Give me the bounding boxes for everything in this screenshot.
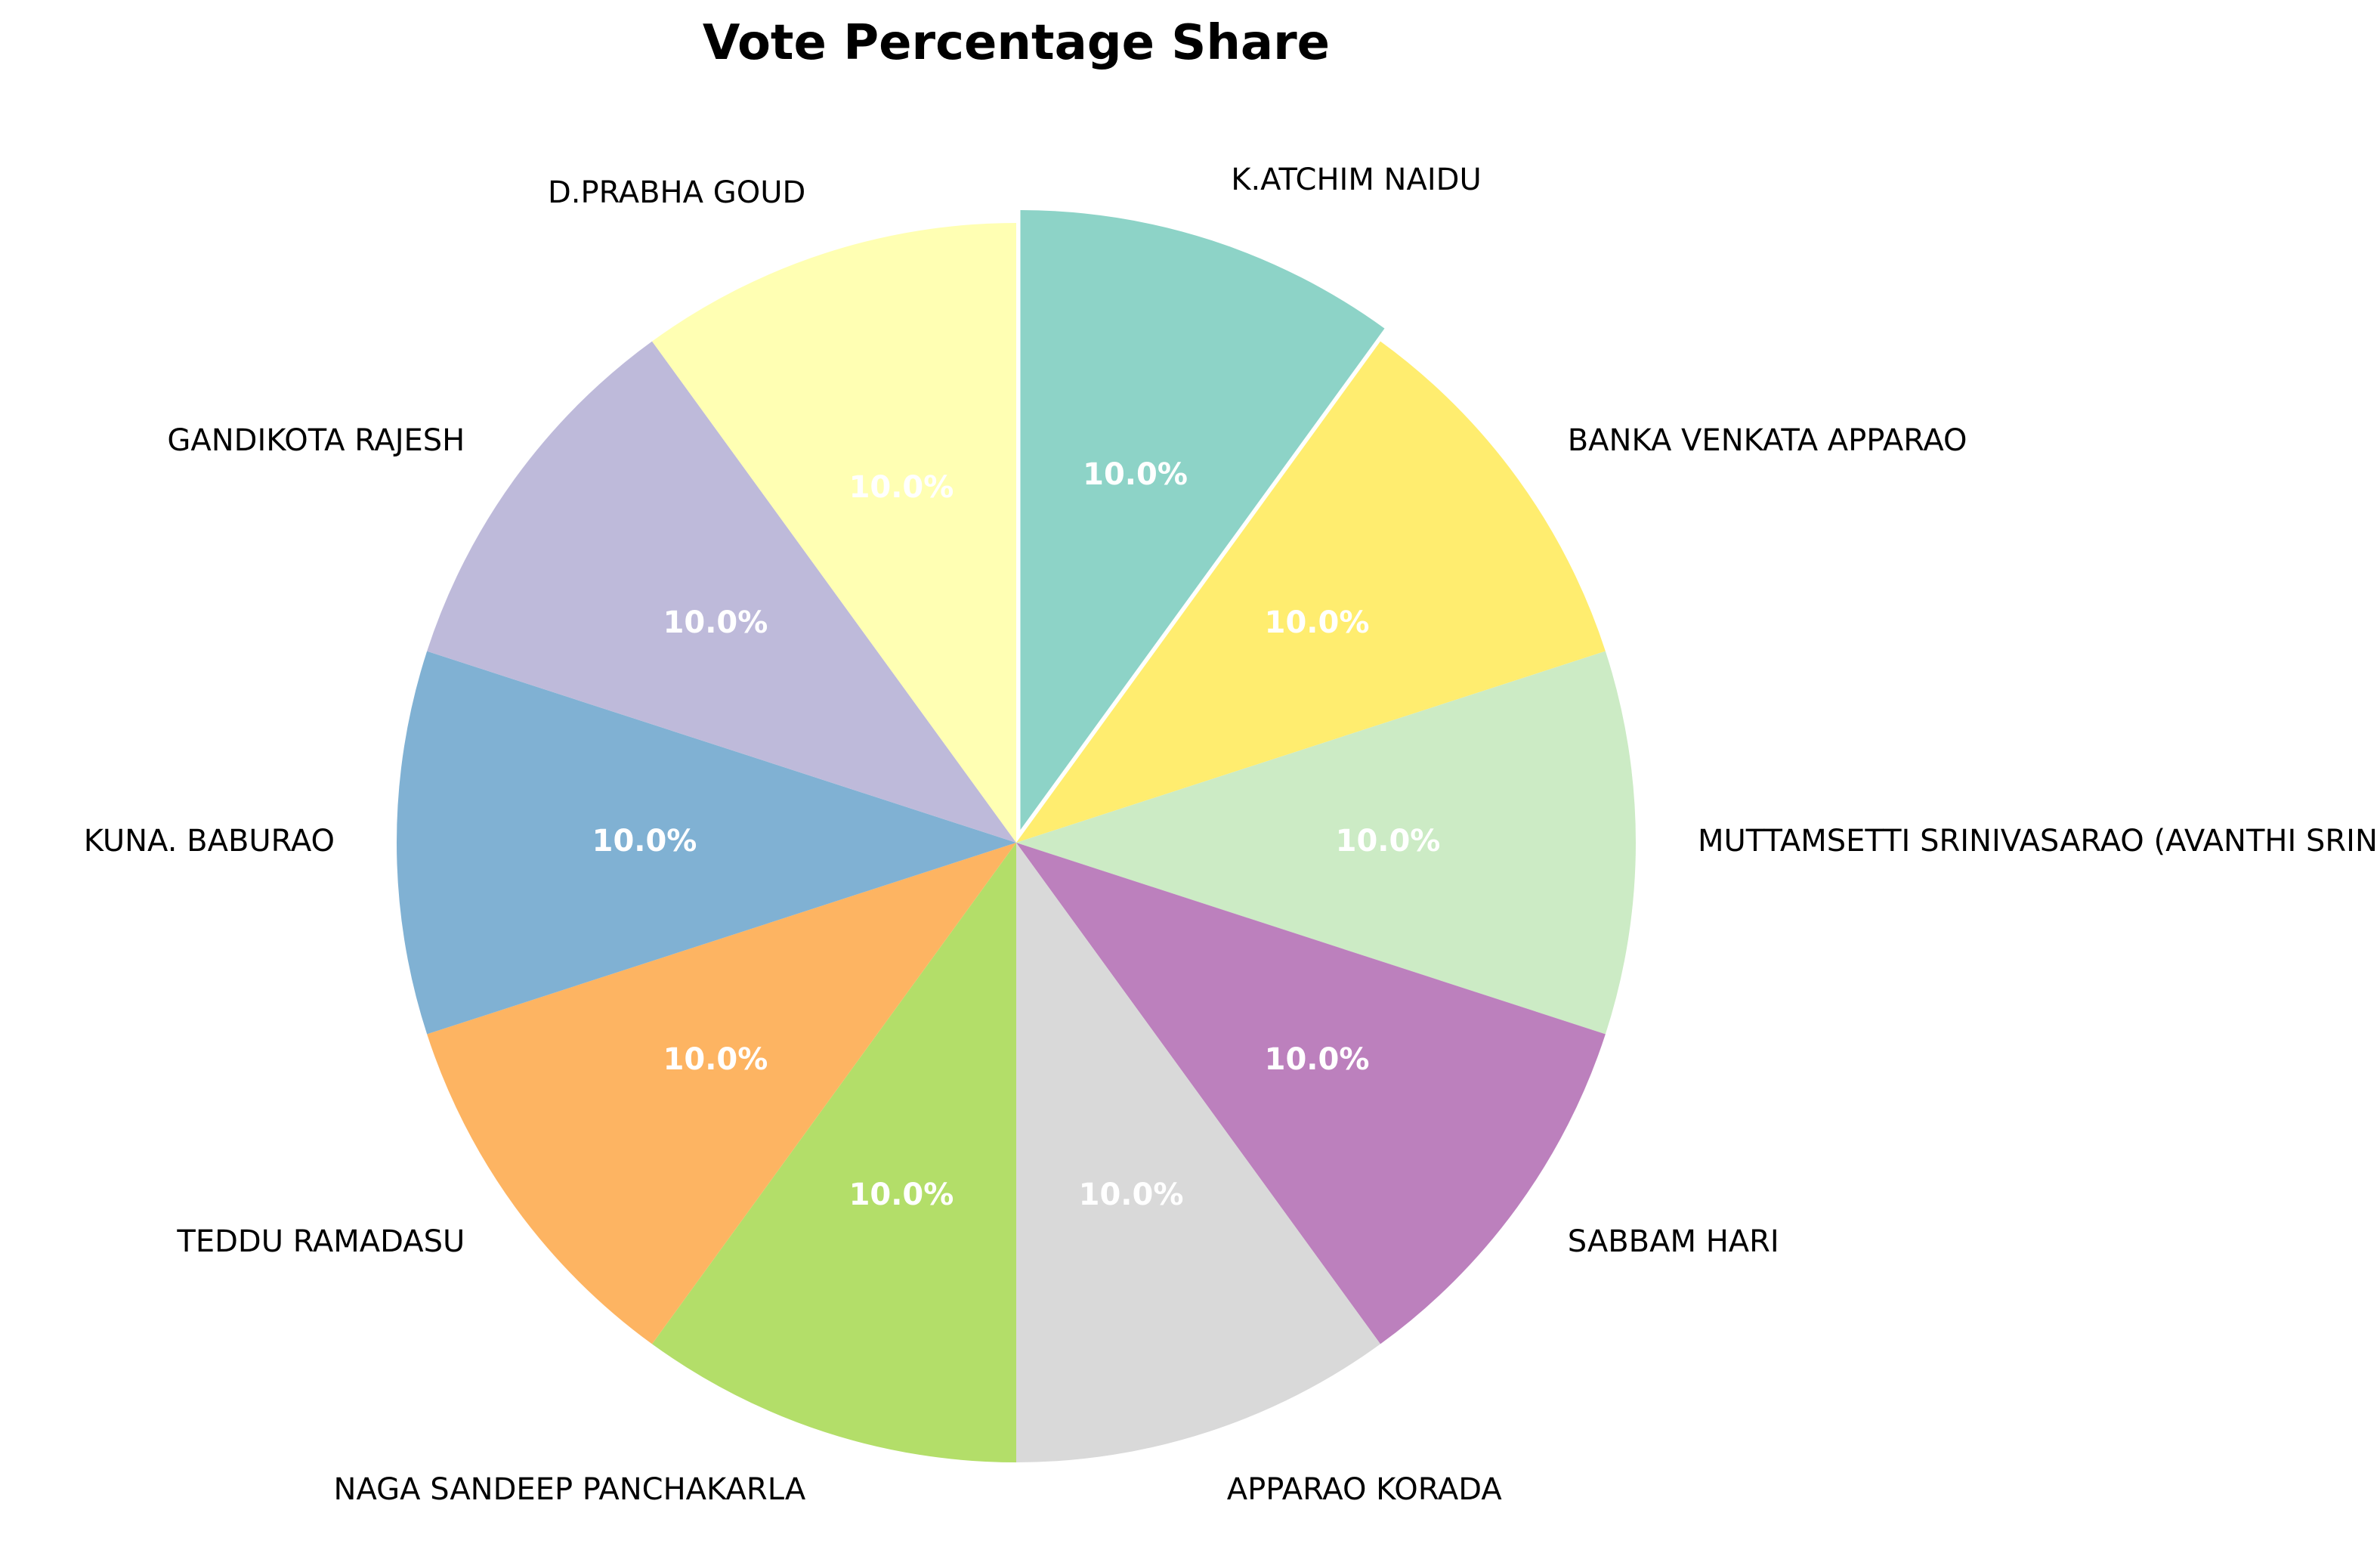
- slice-label-banka-venkata-apparao: BANKA VENKATA APPARAO: [1568, 423, 1967, 458]
- slice-label-kuna-baburao: KUNA. BABURAO: [84, 824, 335, 859]
- slice-labels: K.ATCHIM NAIDU BANKA VENKATA APPARAO MUTTA…: [84, 162, 2380, 1507]
- pct-label-k-atchim-naidu: 10.0%: [1083, 457, 1188, 492]
- pie-slice-apparao-korada: [1016, 843, 1380, 1462]
- slice-label-k-atchim-naidu: K.ATCHIM NAIDU: [1231, 162, 1481, 197]
- pie-slice-teddu-ramadasu: [427, 843, 1016, 1344]
- pct-label-sabbam-hari: 10.0%: [1265, 1042, 1370, 1077]
- slice-label-d-prabha-goud: D.PRABHA GOUD: [548, 175, 805, 210]
- slice-label-muttamsetti-srinivasarao-avanthi-srinivas: MUTTAMSETTI SRINIVASARAO (AVANTHI SRINIV…: [1698, 824, 2380, 859]
- pct-label-d-prabha-goud: 10.0%: [849, 470, 954, 505]
- pie-slice-naga-sandeep-panchakarla: [652, 843, 1016, 1462]
- chart-title: Vote Percentage Share: [703, 15, 1330, 71]
- pct-label-gandikota-rajesh: 10.0%: [663, 605, 768, 640]
- pie-slice-k-atchim-naidu: [1020, 210, 1385, 831]
- pct-label-teddu-ramadasu: 10.0%: [663, 1042, 768, 1077]
- pie-slice-kuna-baburao: [397, 651, 1016, 1035]
- pie-slices: [397, 210, 1636, 1462]
- pie-slice-gandikota-rajesh: [427, 341, 1016, 843]
- pct-label-kuna-baburao: 10.0%: [592, 824, 697, 859]
- slice-label-naga-sandeep-panchakarla: NAGA SANDEEP PANCHAKARLA: [334, 1472, 806, 1507]
- pct-label-banka-venkata-apparao: 10.0%: [1265, 605, 1370, 640]
- pct-label-naga-sandeep-panchakarla: 10.0%: [849, 1177, 954, 1212]
- slice-label-apparao-korada: APPARAO KORADA: [1227, 1472, 1503, 1507]
- slice-label-gandikota-rajesh: GANDIKOTA RAJESH: [167, 423, 465, 458]
- pie-slice-banka-venkata-apparao: [1016, 341, 1606, 843]
- slice-label-sabbam-hari: SABBAM HARI: [1568, 1224, 1779, 1259]
- pie-slice-muttamsetti-srinivasarao-avanthi-srinivas: [1016, 651, 1636, 1035]
- pie-slice-d-prabha-goud: [652, 223, 1016, 843]
- pie-slice-sabbam-hari: [1016, 843, 1606, 1344]
- slice-label-teddu-ramadasu: TEDDU RAMADASU: [176, 1224, 465, 1259]
- pct-label-apparao-korada: 10.0%: [1079, 1177, 1184, 1212]
- percentage-labels: 10.0% 10.0% 10.0% 10.0% 10.0% 10.0% 10.0% 10.0%…: [592, 457, 1441, 1212]
- pct-label-muttamsetti-srinivasarao-avanthi-srinivas: 10.0%: [1336, 824, 1441, 859]
